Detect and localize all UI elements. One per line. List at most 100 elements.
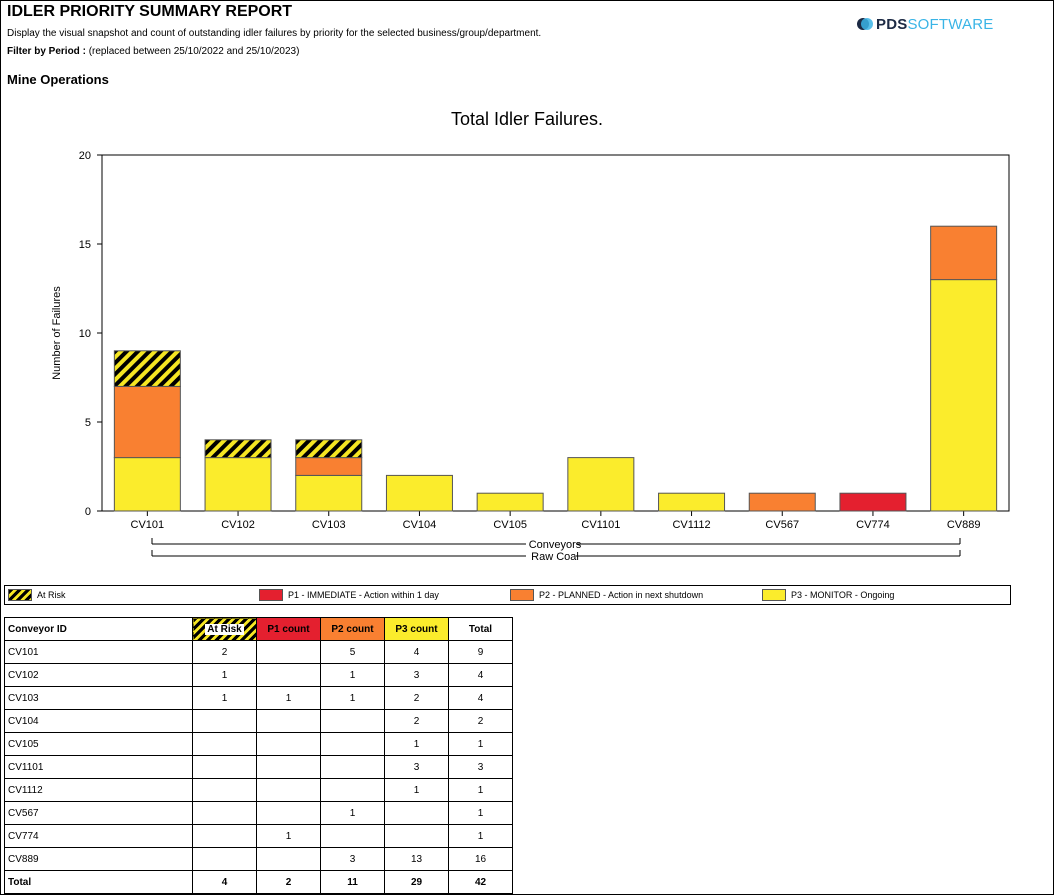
cell-conveyor-id: CV101 — [4, 640, 193, 664]
y-tick-label: 10 — [79, 328, 91, 340]
col-header-p2: P2 count — [320, 617, 385, 641]
legend-label: P2 - PLANNED - Action in next shutdown — [539, 590, 704, 600]
table-row: CV1112 1 1 — [4, 778, 513, 802]
cell-total: 1 — [448, 778, 513, 802]
table-total-row: Total 4 2 11 29 42 — [4, 870, 513, 894]
legend-swatch-p2 — [510, 589, 534, 601]
table-row: CV101 2 5 4 9 — [4, 640, 513, 664]
legend-item-p3: P3 - MONITOR - Ongoing — [762, 589, 894, 601]
total-at-risk: 4 — [192, 870, 257, 894]
cell-p2: 1 — [320, 801, 385, 825]
cell-at-risk — [192, 732, 257, 756]
cell-p2: 5 — [320, 640, 385, 664]
bar-segment-p3-cv102 — [204, 457, 272, 512]
cell-p2: 3 — [320, 847, 385, 871]
cell-at-risk — [192, 755, 257, 779]
x-tick-label: CV105 — [493, 519, 527, 531]
cell-p2 — [320, 778, 385, 802]
x-tick-label: CV101 — [131, 519, 165, 531]
cell-p1 — [256, 801, 321, 825]
cell-p3 — [384, 801, 449, 825]
total-all: 42 — [448, 870, 513, 894]
table-header-row: Conveyor ID At Risk P1 count P2 count P3… — [4, 617, 513, 641]
x-tick-label: CV103 — [312, 519, 346, 531]
cell-p2 — [320, 732, 385, 756]
logo-software-text: SOFTWARE — [907, 15, 994, 33]
bar-chart: 0 5 10 15 20 Number of Failures CV101 CV102 CV10… — [51, 150, 1010, 563]
cell-p3: 4 — [384, 640, 449, 664]
bar-segment-risk-cv103 — [295, 439, 363, 459]
bar-segment-p3-cv1101 — [567, 457, 635, 512]
y-tick-label: 15 — [79, 239, 91, 251]
bar-segment-p2-cv567 — [748, 492, 816, 512]
cell-p1 — [256, 778, 321, 802]
table-row: CV102 1 1 3 4 — [4, 663, 513, 687]
cell-conveyor-id: CV104 — [4, 709, 193, 733]
legend-swatch-p1 — [259, 589, 283, 601]
cell-at-risk — [192, 847, 257, 871]
cell-at-risk: 1 — [192, 686, 257, 710]
total-p2: 11 — [320, 870, 385, 894]
cell-total: 1 — [448, 801, 513, 825]
table-row: CV774 1 1 — [4, 824, 513, 848]
cell-total: 4 — [448, 686, 513, 710]
cell-total: 16 — [448, 847, 513, 871]
col-header-p1: P1 count — [256, 617, 321, 641]
cell-p1 — [256, 732, 321, 756]
cell-total: 3 — [448, 755, 513, 779]
group-label-bg — [526, 537, 576, 550]
total-p1: 2 — [256, 870, 321, 894]
failures-table: Conveyor ID At Risk P1 count P2 count P3… — [4, 617, 513, 894]
bar-segment-p3-cv889 — [930, 279, 998, 512]
cell-total: 1 — [448, 732, 513, 756]
cell-total: 2 — [448, 709, 513, 733]
y-tick-label: 5 — [85, 417, 91, 429]
legend-item-p2: P2 - PLANNED - Action in next shutdown — [510, 589, 703, 601]
bar-segment-p3-cv1112 — [658, 492, 726, 512]
report-description: Display the visual snapshot and count of… — [7, 28, 542, 39]
cell-at-risk: 1 — [192, 663, 257, 687]
cell-p3 — [384, 824, 449, 848]
filter-value: (replaced between 25/10/2022 and 25/10/2… — [88, 46, 300, 57]
cell-p2: 1 — [320, 686, 385, 710]
bar-segment-p3-cv101 — [113, 457, 181, 512]
cell-conveyor-id: CV889 — [4, 847, 193, 871]
total-p3: 29 — [384, 870, 449, 894]
cell-conveyor-id: CV567 — [4, 801, 193, 825]
filter-period: Filter by Period : (replaced between 25/… — [7, 46, 299, 57]
x-tick-label: CV567 — [765, 519, 799, 531]
cell-conveyor-id: CV103 — [4, 686, 193, 710]
bar-segment-p2-cv889 — [930, 225, 998, 281]
cell-total: 4 — [448, 663, 513, 687]
col-header-conveyor-id: Conveyor ID — [4, 617, 193, 641]
legend-label: P3 - MONITOR - Ongoing — [791, 590, 895, 600]
bar-segment-risk-cv101 — [113, 350, 181, 387]
table-row: CV104 2 2 — [4, 709, 513, 733]
cell-p1: 1 — [256, 686, 321, 710]
cell-p2: 1 — [320, 663, 385, 687]
col-header-total: Total — [448, 617, 513, 641]
y-tick-label: 20 — [79, 150, 91, 162]
bar-segment-p3-cv103 — [295, 474, 363, 512]
cell-p1 — [256, 755, 321, 779]
col-header-at-risk: At Risk — [192, 617, 257, 641]
cell-p1 — [256, 640, 321, 664]
table-row: CV889 3 13 16 — [4, 847, 513, 871]
chart-title: Total Idler Failures. — [450, 109, 604, 129]
cell-conveyor-id: CV105 — [4, 732, 193, 756]
cell-p1 — [256, 709, 321, 733]
pds-logo: PDSSOFTWARE — [856, 13, 994, 35]
col-header-p3: P3 count — [384, 617, 449, 641]
cell-p3: 1 — [384, 778, 449, 802]
cell-p1 — [256, 663, 321, 687]
bar-segment-p3-cv105 — [476, 492, 544, 512]
legend-swatch-at-risk — [8, 589, 32, 601]
cell-p2 — [320, 709, 385, 733]
cell-p3: 1 — [384, 732, 449, 756]
cell-total: 1 — [448, 824, 513, 848]
cell-p2 — [320, 755, 385, 779]
cell-at-risk: 2 — [192, 640, 257, 664]
x-tick-label: CV774 — [856, 519, 890, 531]
chart-legend: At Risk P1 - IMMEDIATE - Action within 1… — [4, 585, 1011, 605]
cell-p3: 3 — [384, 755, 449, 779]
